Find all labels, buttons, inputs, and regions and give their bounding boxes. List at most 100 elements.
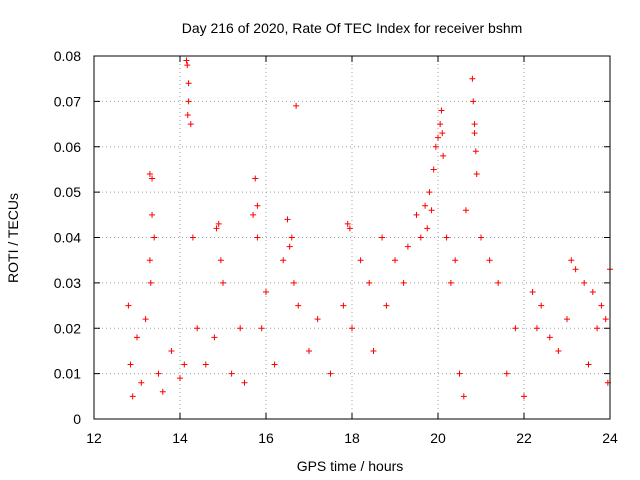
data-point	[252, 175, 259, 182]
y-tick-label: 0.07	[54, 93, 81, 109]
y-tick-labels: 0 0.01 0.02 0.03 0.04 0.05 0.06 0.07 0.08	[54, 48, 81, 427]
data-point	[149, 211, 156, 218]
data-point	[185, 98, 192, 105]
data-point	[413, 211, 420, 218]
data-point	[424, 225, 431, 232]
data-point	[211, 334, 218, 341]
data-point	[142, 316, 149, 323]
x-tick-label: 22	[516, 430, 532, 446]
data-point	[147, 279, 154, 286]
data-point	[469, 75, 476, 82]
data-point	[568, 257, 575, 264]
data-point	[213, 225, 220, 232]
data-point	[184, 62, 191, 69]
x-tick-label: 18	[344, 430, 360, 446]
data-point	[293, 102, 300, 109]
data-point	[290, 279, 297, 286]
data-point	[422, 202, 429, 209]
data-point	[428, 207, 435, 214]
axis-ticks	[93, 55, 611, 420]
y-tick-label: 0.03	[54, 275, 81, 291]
data-point	[594, 325, 601, 332]
x-axis-label: GPS time / hours	[297, 458, 404, 474]
data-point	[177, 375, 183, 382]
data-point	[125, 302, 132, 309]
x-tick-label: 24	[602, 430, 618, 446]
data-point	[495, 279, 502, 286]
y-tick-label: 0.06	[54, 139, 81, 155]
data-point	[435, 134, 441, 141]
data-point	[564, 316, 570, 323]
data-point	[379, 234, 386, 241]
data-point	[521, 393, 527, 400]
data-point	[572, 266, 579, 273]
x-tick-label: 20	[430, 430, 446, 446]
data-point	[533, 325, 540, 332]
data-point	[471, 121, 478, 128]
data-point	[447, 279, 454, 286]
data-point	[452, 257, 459, 264]
y-tick-label: 0.04	[54, 230, 81, 246]
data-point	[184, 111, 191, 118]
data-point	[432, 143, 439, 150]
x-tick-label: 12	[86, 430, 102, 446]
data-point	[254, 202, 261, 209]
data-point	[168, 347, 175, 354]
data-point	[349, 325, 355, 332]
data-point	[472, 148, 479, 155]
data-point	[189, 234, 196, 241]
data-point	[456, 370, 463, 377]
data-point	[400, 279, 407, 286]
x-tick-label: 16	[258, 430, 274, 446]
data-point	[404, 243, 411, 250]
data-point	[129, 393, 136, 400]
data-point	[443, 234, 450, 241]
data-point	[440, 152, 447, 159]
data-point	[250, 211, 257, 218]
data-point	[181, 361, 188, 368]
y-tick-label: 0.02	[54, 320, 81, 336]
data-point	[220, 279, 226, 286]
data-point	[581, 279, 588, 286]
data-point	[340, 302, 347, 309]
data-point	[439, 130, 446, 137]
data-point	[138, 379, 145, 386]
x-tick-label: 14	[172, 430, 188, 446]
data-point	[486, 257, 493, 264]
data-point	[314, 316, 321, 323]
y-tick-label: 0	[73, 411, 81, 427]
data-point	[146, 257, 153, 264]
data-point	[134, 334, 140, 341]
data-point	[288, 234, 295, 241]
data-point	[280, 257, 287, 264]
data-point	[602, 316, 609, 323]
data-point	[194, 325, 201, 332]
y-axis-label: ROTI / TECUs	[5, 193, 21, 283]
data-point	[215, 220, 222, 227]
x-tick-labels: 12 14 16 18 20 22 24	[86, 430, 618, 446]
data-point	[460, 393, 467, 400]
scatter-points	[125, 57, 613, 400]
data-point	[585, 361, 592, 368]
data-point	[471, 130, 478, 137]
chart-title: Day 216 of 2020, Rate Of TEC Index for r…	[182, 20, 523, 36]
data-point	[473, 170, 480, 177]
data-point	[546, 334, 553, 341]
data-point	[187, 121, 194, 128]
data-point	[462, 207, 469, 214]
data-point	[258, 325, 265, 332]
data-point	[478, 234, 484, 241]
data-point	[155, 370, 162, 377]
data-point	[370, 347, 377, 354]
data-point	[598, 302, 605, 309]
data-point	[271, 361, 278, 368]
data-point	[149, 175, 156, 182]
data-point	[241, 379, 248, 386]
data-point	[146, 170, 153, 177]
data-point	[426, 189, 433, 196]
data-point	[555, 347, 562, 354]
data-point	[392, 257, 398, 264]
data-point	[366, 279, 373, 286]
data-point	[470, 98, 477, 105]
